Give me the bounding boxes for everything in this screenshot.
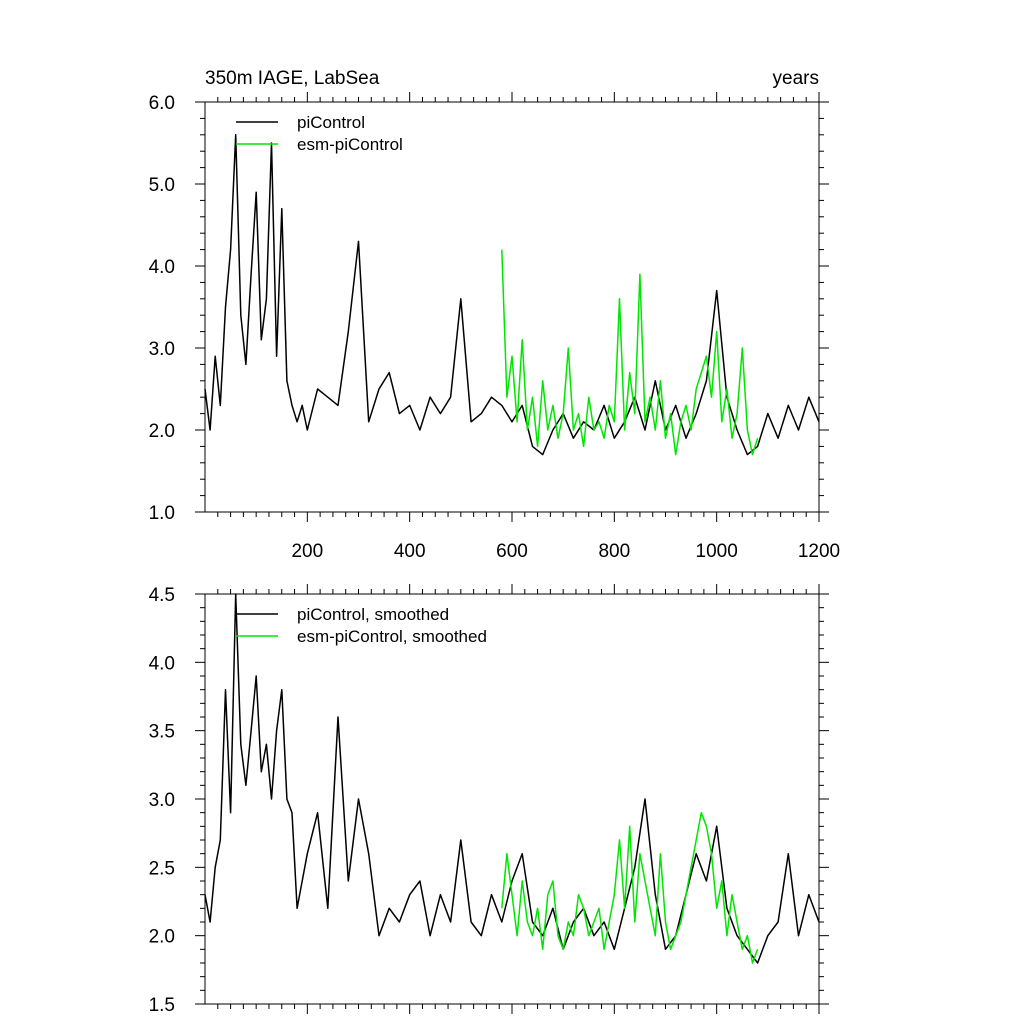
legend-label: piControl, smoothed [297,605,449,624]
x-tick-label: 1000 [696,541,738,562]
x-units-label: years [773,68,819,89]
series-line-picontrol [204,134,820,456]
y-tick-label: 6.0 [149,93,175,114]
legend-label: piControl [297,113,365,132]
y-tick-label: 4.5 [149,585,175,606]
plot-frame [204,593,820,1005]
x-tick-label: 200 [291,541,323,562]
plot-frame [204,101,820,513]
top-panel-raw: 1.0 2.0 3.0 4.0 5.0 6.0 200 400 600 800 1000 1200 pi… [149,92,840,562]
x-tick-label: 1200 [798,541,840,562]
y-tick-label: 1.0 [149,503,175,524]
y-tick-label: 1.5 [149,995,175,1016]
y-tick-label: 3.0 [149,790,175,811]
series-line-esm-picontrol [501,811,759,964]
y-tick-label: 3.0 [149,339,175,360]
x-tick-label: 600 [496,541,528,562]
chart-title: 350m IAGE, LabSea [205,68,380,89]
series-line-picontrol [204,593,820,964]
y-tick-label: 4.0 [149,257,175,278]
legend-label: esm-piControl [297,135,403,154]
legend-label: esm-piControl, smoothed [297,627,487,646]
bottom-panel-smoothed: 1.5 2.0 2.5 3.0 3.5 4.0 4.5 piControl, smoothed… [149,584,829,1016]
y-tick-label: 2.0 [149,421,175,442]
x-tick-label: 400 [394,541,426,562]
y-tick-label: 5.0 [149,175,175,196]
x-tick-label: 800 [598,541,630,562]
y-tick-label: 2.0 [149,927,175,948]
y-tick-label: 4.0 [149,653,175,674]
series-line-esm-picontrol [501,249,759,456]
y-tick-label: 2.5 [149,858,175,879]
y-tick-label: 3.5 [149,722,175,743]
